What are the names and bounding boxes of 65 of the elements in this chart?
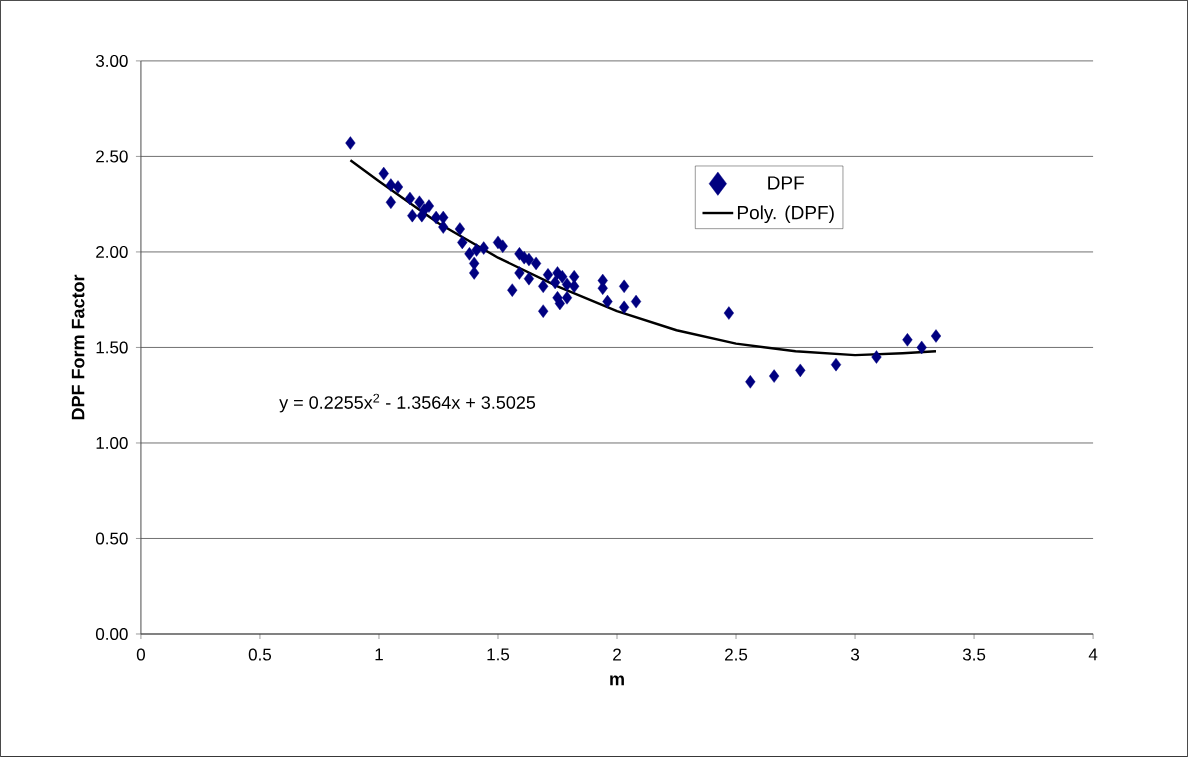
x-tick-label: 2 (613, 648, 621, 661)
point (538, 279, 549, 294)
point (830, 357, 842, 372)
point (538, 304, 549, 318)
point (902, 333, 913, 347)
point (507, 283, 518, 297)
point (497, 239, 508, 253)
point (795, 363, 806, 378)
point (871, 350, 882, 364)
point (557, 270, 568, 284)
point (523, 252, 535, 267)
y-tick-label: 0.50 (95, 532, 128, 545)
point (630, 294, 642, 309)
y-axis-title: DPF Form Factor (71, 274, 85, 420)
point (916, 340, 927, 355)
point (561, 277, 573, 292)
point (561, 291, 573, 305)
point (469, 266, 480, 280)
point (478, 241, 489, 255)
point (407, 208, 418, 223)
x-axis-title: m (610, 675, 624, 686)
point (457, 235, 468, 250)
point (345, 136, 356, 150)
y-tick-label: 2.00 (96, 245, 128, 258)
point (550, 275, 561, 290)
point (423, 199, 435, 213)
point (769, 369, 780, 383)
legend-label: DPF (768, 176, 804, 190)
point (723, 306, 734, 320)
point (454, 222, 465, 236)
point (404, 191, 415, 206)
annotation: y = 0.2255x$^{2}$ - 1.3564x + 3.5025 (279, 393, 536, 413)
line-series (349, 159, 938, 357)
y-tick-label: 1.00 (96, 436, 128, 450)
point (531, 256, 542, 271)
x-tick-label: 0 (136, 648, 145, 661)
point (554, 296, 565, 311)
point (619, 300, 630, 315)
y-tick-label: 3.00 (95, 54, 128, 67)
x-tick-label: 4 (1088, 648, 1098, 661)
point (392, 180, 404, 194)
point (385, 195, 396, 209)
point (745, 375, 756, 389)
point (414, 195, 425, 209)
x-tick-label: 0.5 (248, 648, 272, 661)
point (569, 270, 580, 284)
point (514, 266, 525, 280)
point (602, 294, 613, 309)
point (523, 272, 535, 286)
point (378, 166, 389, 181)
point (619, 279, 630, 294)
y-tick-label: 1.50 (96, 341, 128, 354)
x-tick-label: 1.5 (487, 648, 510, 661)
point (438, 220, 449, 234)
point (930, 329, 942, 343)
y-tick-label: 2.50 (96, 150, 128, 163)
point (464, 247, 475, 261)
x-tick-label: 3 (850, 648, 860, 661)
x-tick-label: 1 (375, 648, 383, 661)
point (542, 268, 554, 282)
point (569, 279, 580, 294)
x-tick-label: 2.5 (725, 648, 748, 661)
legend-label: Poly. (DPF) (737, 205, 834, 224)
y-tick-label: 0.00 (95, 628, 128, 641)
x-tick-label: 3.5 (962, 648, 986, 661)
